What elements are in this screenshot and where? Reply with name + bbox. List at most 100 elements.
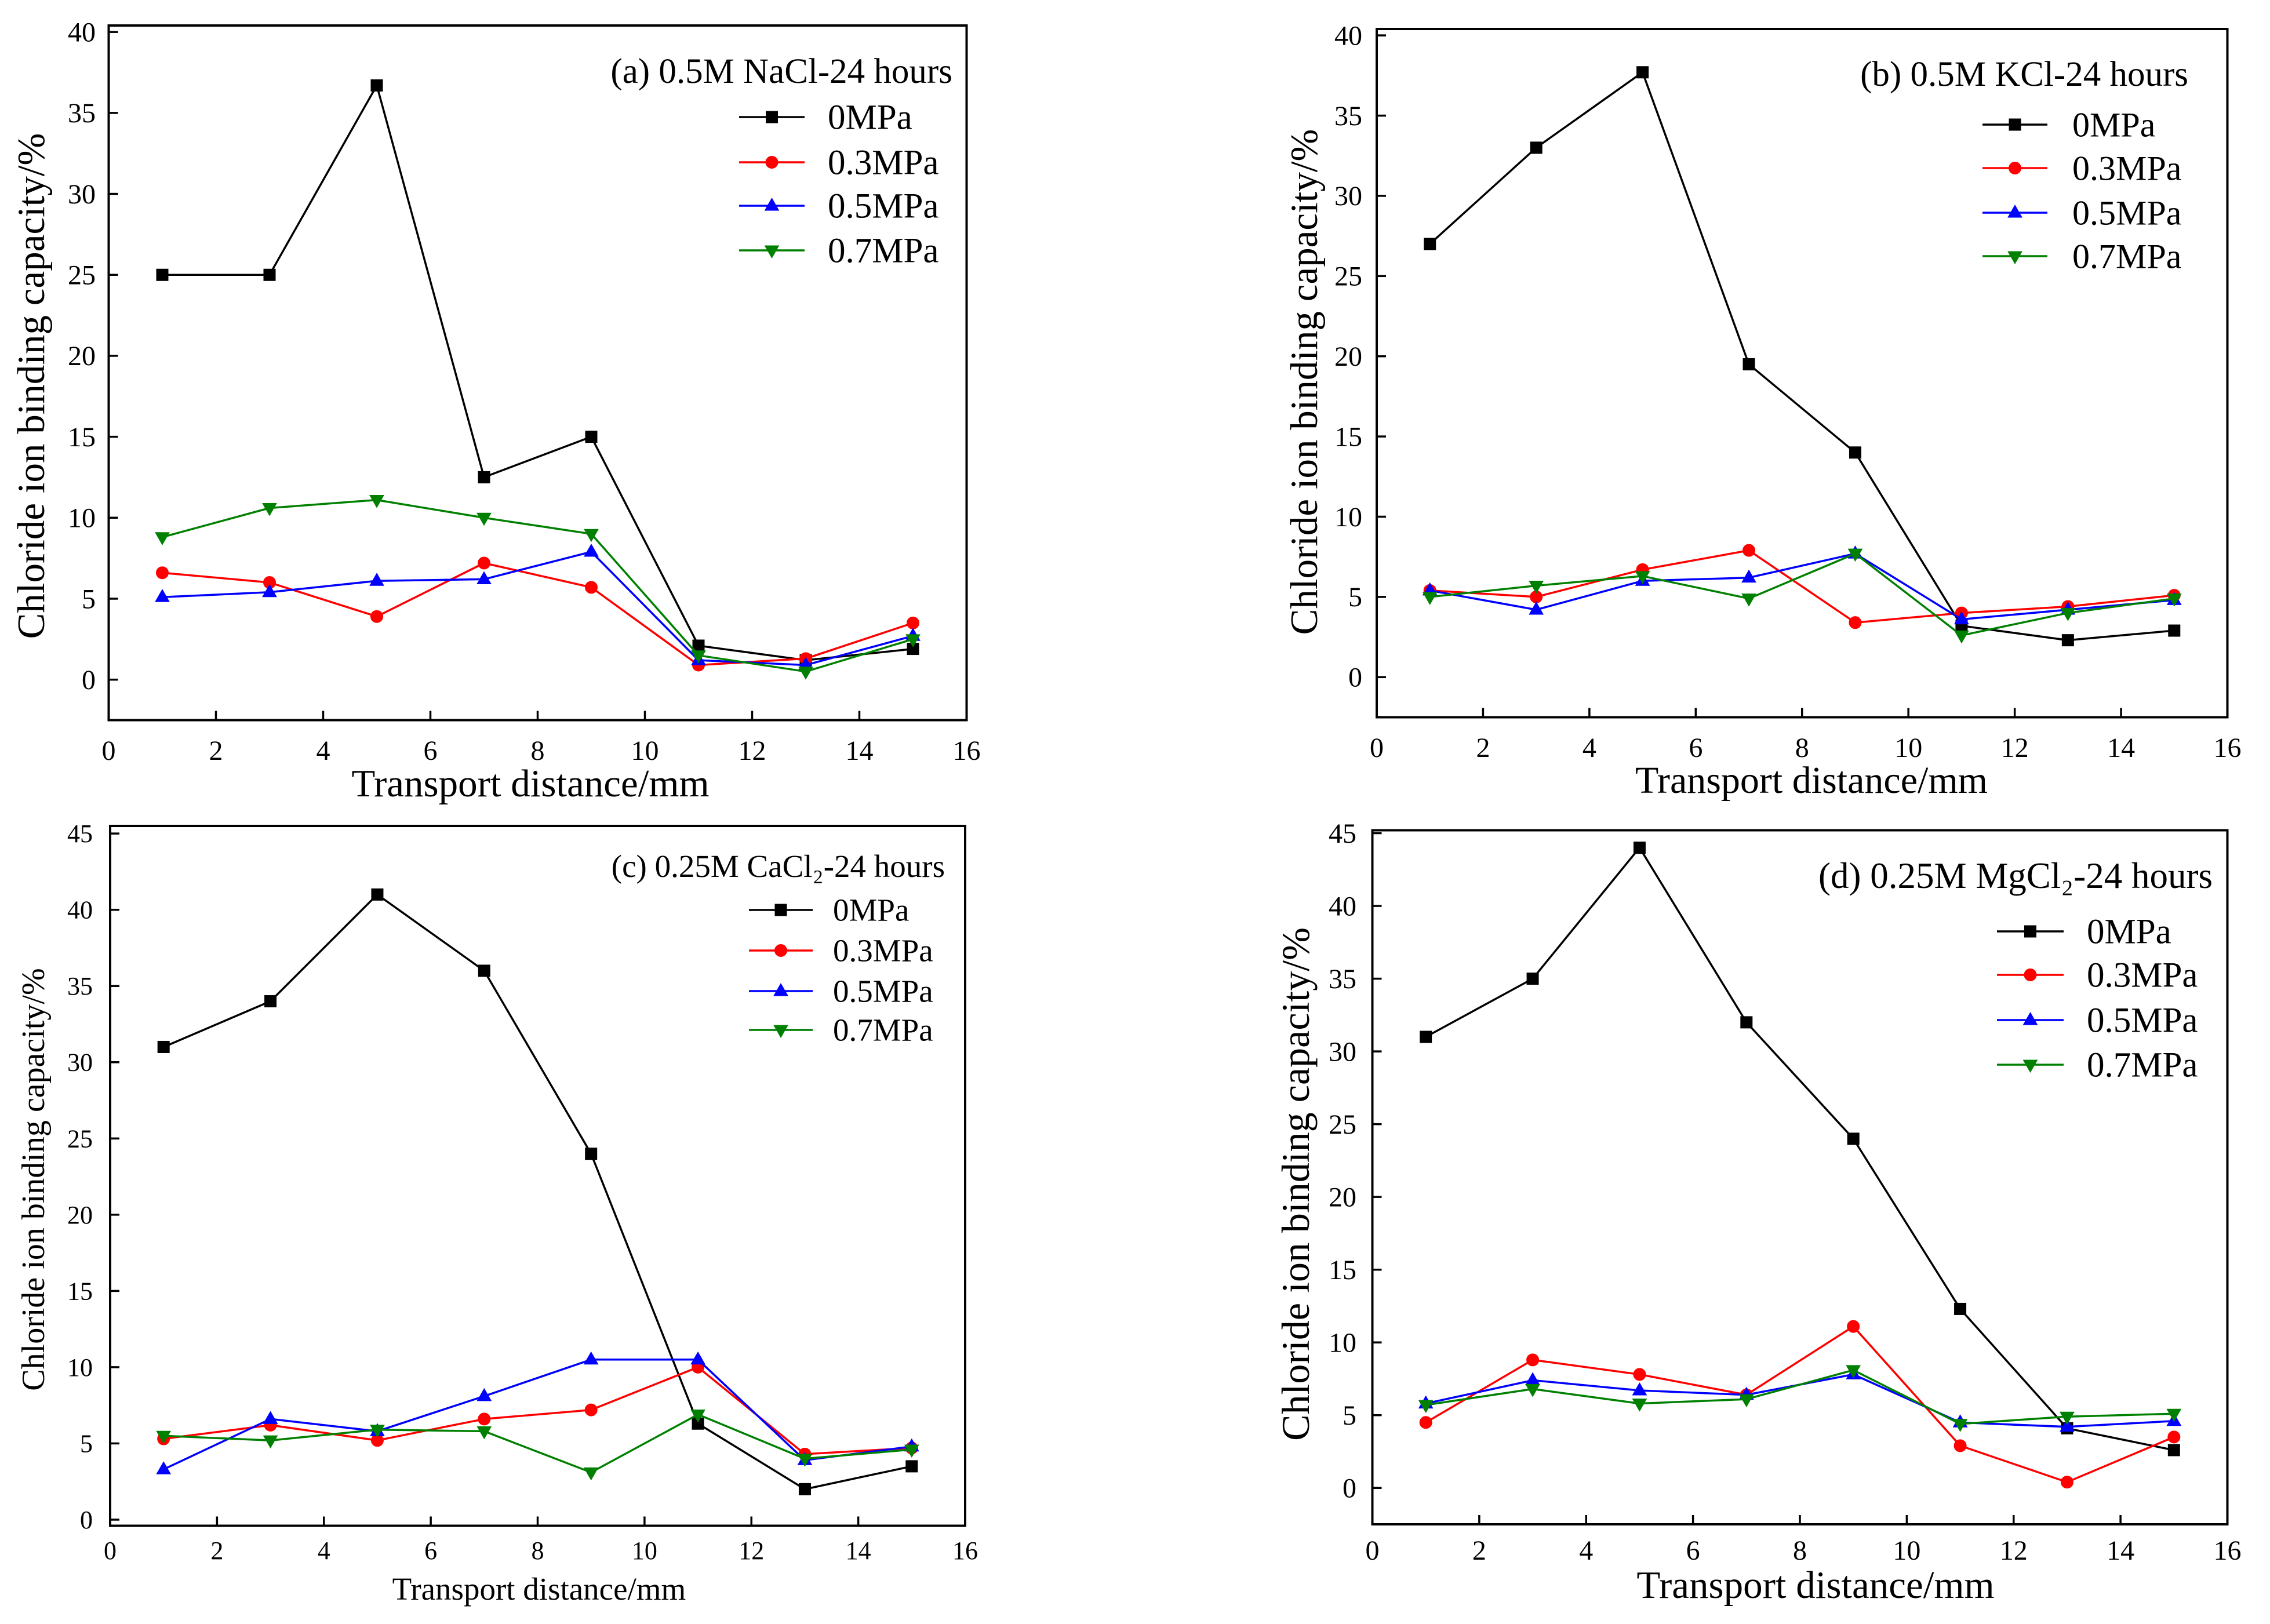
y-tick-label: 45	[1329, 818, 1356, 849]
legend-item-0-7mpa: 0.7MPa	[1997, 1046, 2198, 1085]
legend-item-0-5mpa: 0.5MPa	[1982, 194, 2181, 232]
legend-label-0-3mpa: 0.3MPa	[828, 144, 939, 183]
legend-marker-0-3mpa	[774, 944, 787, 957]
data-point-0-7mpa-x5	[1632, 1399, 1647, 1412]
data-point-0-5mpa-x7	[1741, 569, 1756, 583]
legend-item-0-7mpa: 0.7MPa	[739, 232, 939, 271]
y-tick-label: 25	[1334, 261, 1362, 292]
data-point-0mpa-x5	[1633, 842, 1646, 854]
y-tick-label: 20	[1329, 1182, 1356, 1212]
data-point-0-7mpa-x9	[1846, 1365, 1861, 1378]
y-axis-label: Chloride ion binding capacity/%	[1283, 129, 1326, 635]
x-tick-label: 8	[1795, 733, 1809, 763]
data-point-0-7mpa-x11	[691, 650, 706, 664]
y-tick-label: 5	[82, 584, 96, 614]
panel-d-mgcl2-chart: 0 2 4 6 8 10 12 14 16 0 5 10 15 20 25 30 35 40 45 Transport…	[1274, 818, 2242, 1607]
data-point-0mpa-x15	[2167, 1444, 2180, 1456]
y-tick-label: 0	[1348, 662, 1362, 693]
data-point-0-3mpa-x7	[478, 556, 490, 570]
series-line-0-5mpa	[1429, 552, 2174, 621]
y-tick-label: 15	[1329, 1255, 1356, 1286]
x-tick-label: 12	[2001, 733, 2029, 763]
data-point-0-5mpa-x1	[155, 589, 170, 602]
data-point-0mpa-x3	[263, 268, 276, 281]
legend: 0MPa 0.3MPa 0.5MPa 0.7MPa	[749, 893, 933, 1048]
x-tick-label: 10	[632, 1536, 657, 1565]
series-line-0-7mpa	[162, 498, 914, 673]
x-tick-label: 2	[209, 735, 223, 766]
data-point-0mpa-x5	[370, 79, 383, 92]
x-tick-label: 4	[317, 735, 330, 766]
data-point-0mpa-x7	[478, 964, 490, 977]
legend-marker-0mpa	[2009, 118, 2021, 131]
data-point-0-3mpa-x5	[1633, 1368, 1646, 1381]
data-point-0mpa-x15	[2168, 624, 2181, 637]
data-point-0-7mpa-x13	[798, 667, 813, 680]
data-point-0-7mpa-x3	[1525, 1384, 1540, 1397]
legend-label-0-7mpa: 0.7MPa	[833, 1013, 933, 1048]
legend-item-0-7mpa: 0.7MPa	[1982, 237, 2181, 275]
y-tick-label: 15	[1334, 421, 1362, 452]
y-tick-label: 45	[67, 820, 93, 848]
x-axis-label: Transport distance/mm	[1635, 759, 1988, 802]
data-point-0-7mpa-x3	[263, 1435, 278, 1449]
legend-label-0mpa: 0MPa	[2072, 105, 2155, 144]
x-axis-label: Transport distance/mm	[1636, 1564, 1994, 1607]
series-line-0-5mpa	[162, 551, 914, 667]
data-point-0mpa-x9	[1849, 446, 1861, 459]
data-point-0-5mpa-x7	[476, 1388, 492, 1401]
data-point-0-3mpa-x5	[370, 610, 383, 623]
y-tick-label: 15	[68, 422, 96, 453]
data-point-0-7mpa-x7	[1741, 593, 1756, 607]
data-point-0-7mpa-x1	[1422, 592, 1438, 605]
data-point-0mpa-x1	[156, 268, 169, 281]
data-point-0-5mpa-x13	[2060, 1418, 2075, 1432]
data-point-0mpa-x13	[798, 1483, 811, 1495]
y-tick-label: 10	[68, 503, 96, 534]
data-point-0-7mpa-x1	[1418, 1400, 1434, 1414]
legend-marker-0-7mpa	[2007, 251, 2022, 265]
data-point-0mpa-x3	[264, 995, 277, 1008]
x-tick-label: 0	[102, 735, 116, 766]
data-point-0mpa-x13	[2061, 634, 2074, 647]
legend-marker-0mpa	[2024, 925, 2036, 938]
data-point-0-7mpa-x13	[2060, 1411, 2075, 1425]
data-point-0-3mpa-x11	[1953, 1439, 1967, 1452]
x-tick-label: 14	[2107, 1535, 2134, 1566]
data-point-0-5mpa-x3	[263, 1411, 278, 1424]
x-axis-label: Transport distance/mm	[392, 1571, 686, 1607]
y-tick-label: 5	[1343, 1400, 1356, 1431]
data-point-0-7mpa-x15	[2166, 593, 2182, 607]
x-tick-label: 16	[952, 1536, 978, 1565]
data-point-0-7mpa-x11	[690, 1409, 705, 1423]
x-tick-label: 10	[1893, 1535, 1920, 1566]
data-point-0-5mpa-x9	[583, 1351, 599, 1365]
y-tick-label: 30	[1329, 1036, 1356, 1067]
data-point-0-3mpa-x3	[1526, 1353, 1540, 1367]
data-point-0-7mpa-x1	[156, 1430, 172, 1444]
y-axis-label: Chloride ion binding capacity/%	[1274, 927, 1318, 1441]
series-line-0-3mpa	[1425, 1325, 2174, 1483]
y-tick-label: 0	[82, 665, 96, 696]
y-tick-label: 25	[68, 260, 96, 291]
legend-marker-0-7mpa	[764, 245, 780, 259]
legend-label-0mpa: 0MPa	[833, 893, 909, 928]
x-tick-label: 2	[1476, 733, 1490, 763]
legend-label-0-5mpa: 0.5MPa	[828, 187, 939, 226]
data-point-0-7mpa-x1	[155, 532, 170, 545]
data-point-0-3mpa-x9	[585, 581, 598, 594]
legend: 0MPa 0.3MPa 0.5MPa 0.7MPa	[1997, 913, 2198, 1085]
legend-item-0mpa: 0MPa	[739, 99, 912, 137]
x-tick-label: 6	[1689, 733, 1702, 763]
legend-marker-0-5mpa	[764, 197, 780, 211]
y-axis-label: Chloride ion binding capacity/%	[10, 133, 53, 639]
data-point-0mpa-x7	[1740, 1016, 1753, 1029]
x-tick-label: 16	[953, 735, 981, 766]
x-tick-label: 4	[1583, 733, 1596, 763]
data-point-0mpa-x1	[1424, 238, 1436, 250]
legend: 0MPa 0.3MPa 0.5MPa 0.7MPa	[1982, 105, 2181, 275]
data-point-0mpa-x9	[585, 1148, 598, 1160]
series-line-0-3mpa	[162, 562, 914, 667]
legend-item-0mpa: 0MPa	[1997, 913, 2171, 952]
